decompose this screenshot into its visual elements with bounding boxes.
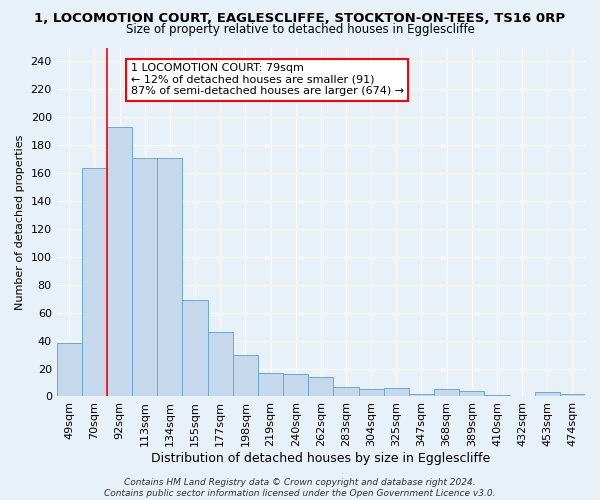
Bar [56, 344, 82, 396]
Text: 1, LOCOMOTION COURT, EAGLESCLIFFE, STOCKTON-ON-TEES, TS16 0RP: 1, LOCOMOTION COURT, EAGLESCLIFFE, STOCK… [34, 12, 566, 26]
Bar [560, 394, 585, 396]
Bar [283, 374, 308, 396]
Bar [157, 158, 182, 396]
Bar [208, 332, 233, 396]
Text: Contains HM Land Registry data © Crown copyright and database right 2024.
Contai: Contains HM Land Registry data © Crown c… [104, 478, 496, 498]
Bar [384, 388, 409, 396]
Bar [459, 391, 484, 396]
Bar [308, 377, 334, 396]
Bar [107, 127, 132, 396]
Bar [182, 300, 208, 396]
Bar [535, 392, 560, 396]
Bar [258, 372, 283, 396]
Text: 1 LOCOMOTION COURT: 79sqm
← 12% of detached houses are smaller (91)
87% of semi-: 1 LOCOMOTION COURT: 79sqm ← 12% of detac… [131, 63, 404, 96]
Bar [132, 158, 157, 396]
Bar [409, 394, 434, 396]
Bar [484, 395, 509, 396]
Y-axis label: Number of detached properties: Number of detached properties [15, 134, 25, 310]
Bar [233, 354, 258, 397]
Bar [334, 386, 359, 396]
Text: Size of property relative to detached houses in Egglescliffe: Size of property relative to detached ho… [125, 24, 475, 36]
Bar [359, 390, 384, 396]
Bar [434, 390, 459, 396]
Bar [82, 168, 107, 396]
X-axis label: Distribution of detached houses by size in Egglescliffe: Distribution of detached houses by size … [151, 452, 490, 465]
